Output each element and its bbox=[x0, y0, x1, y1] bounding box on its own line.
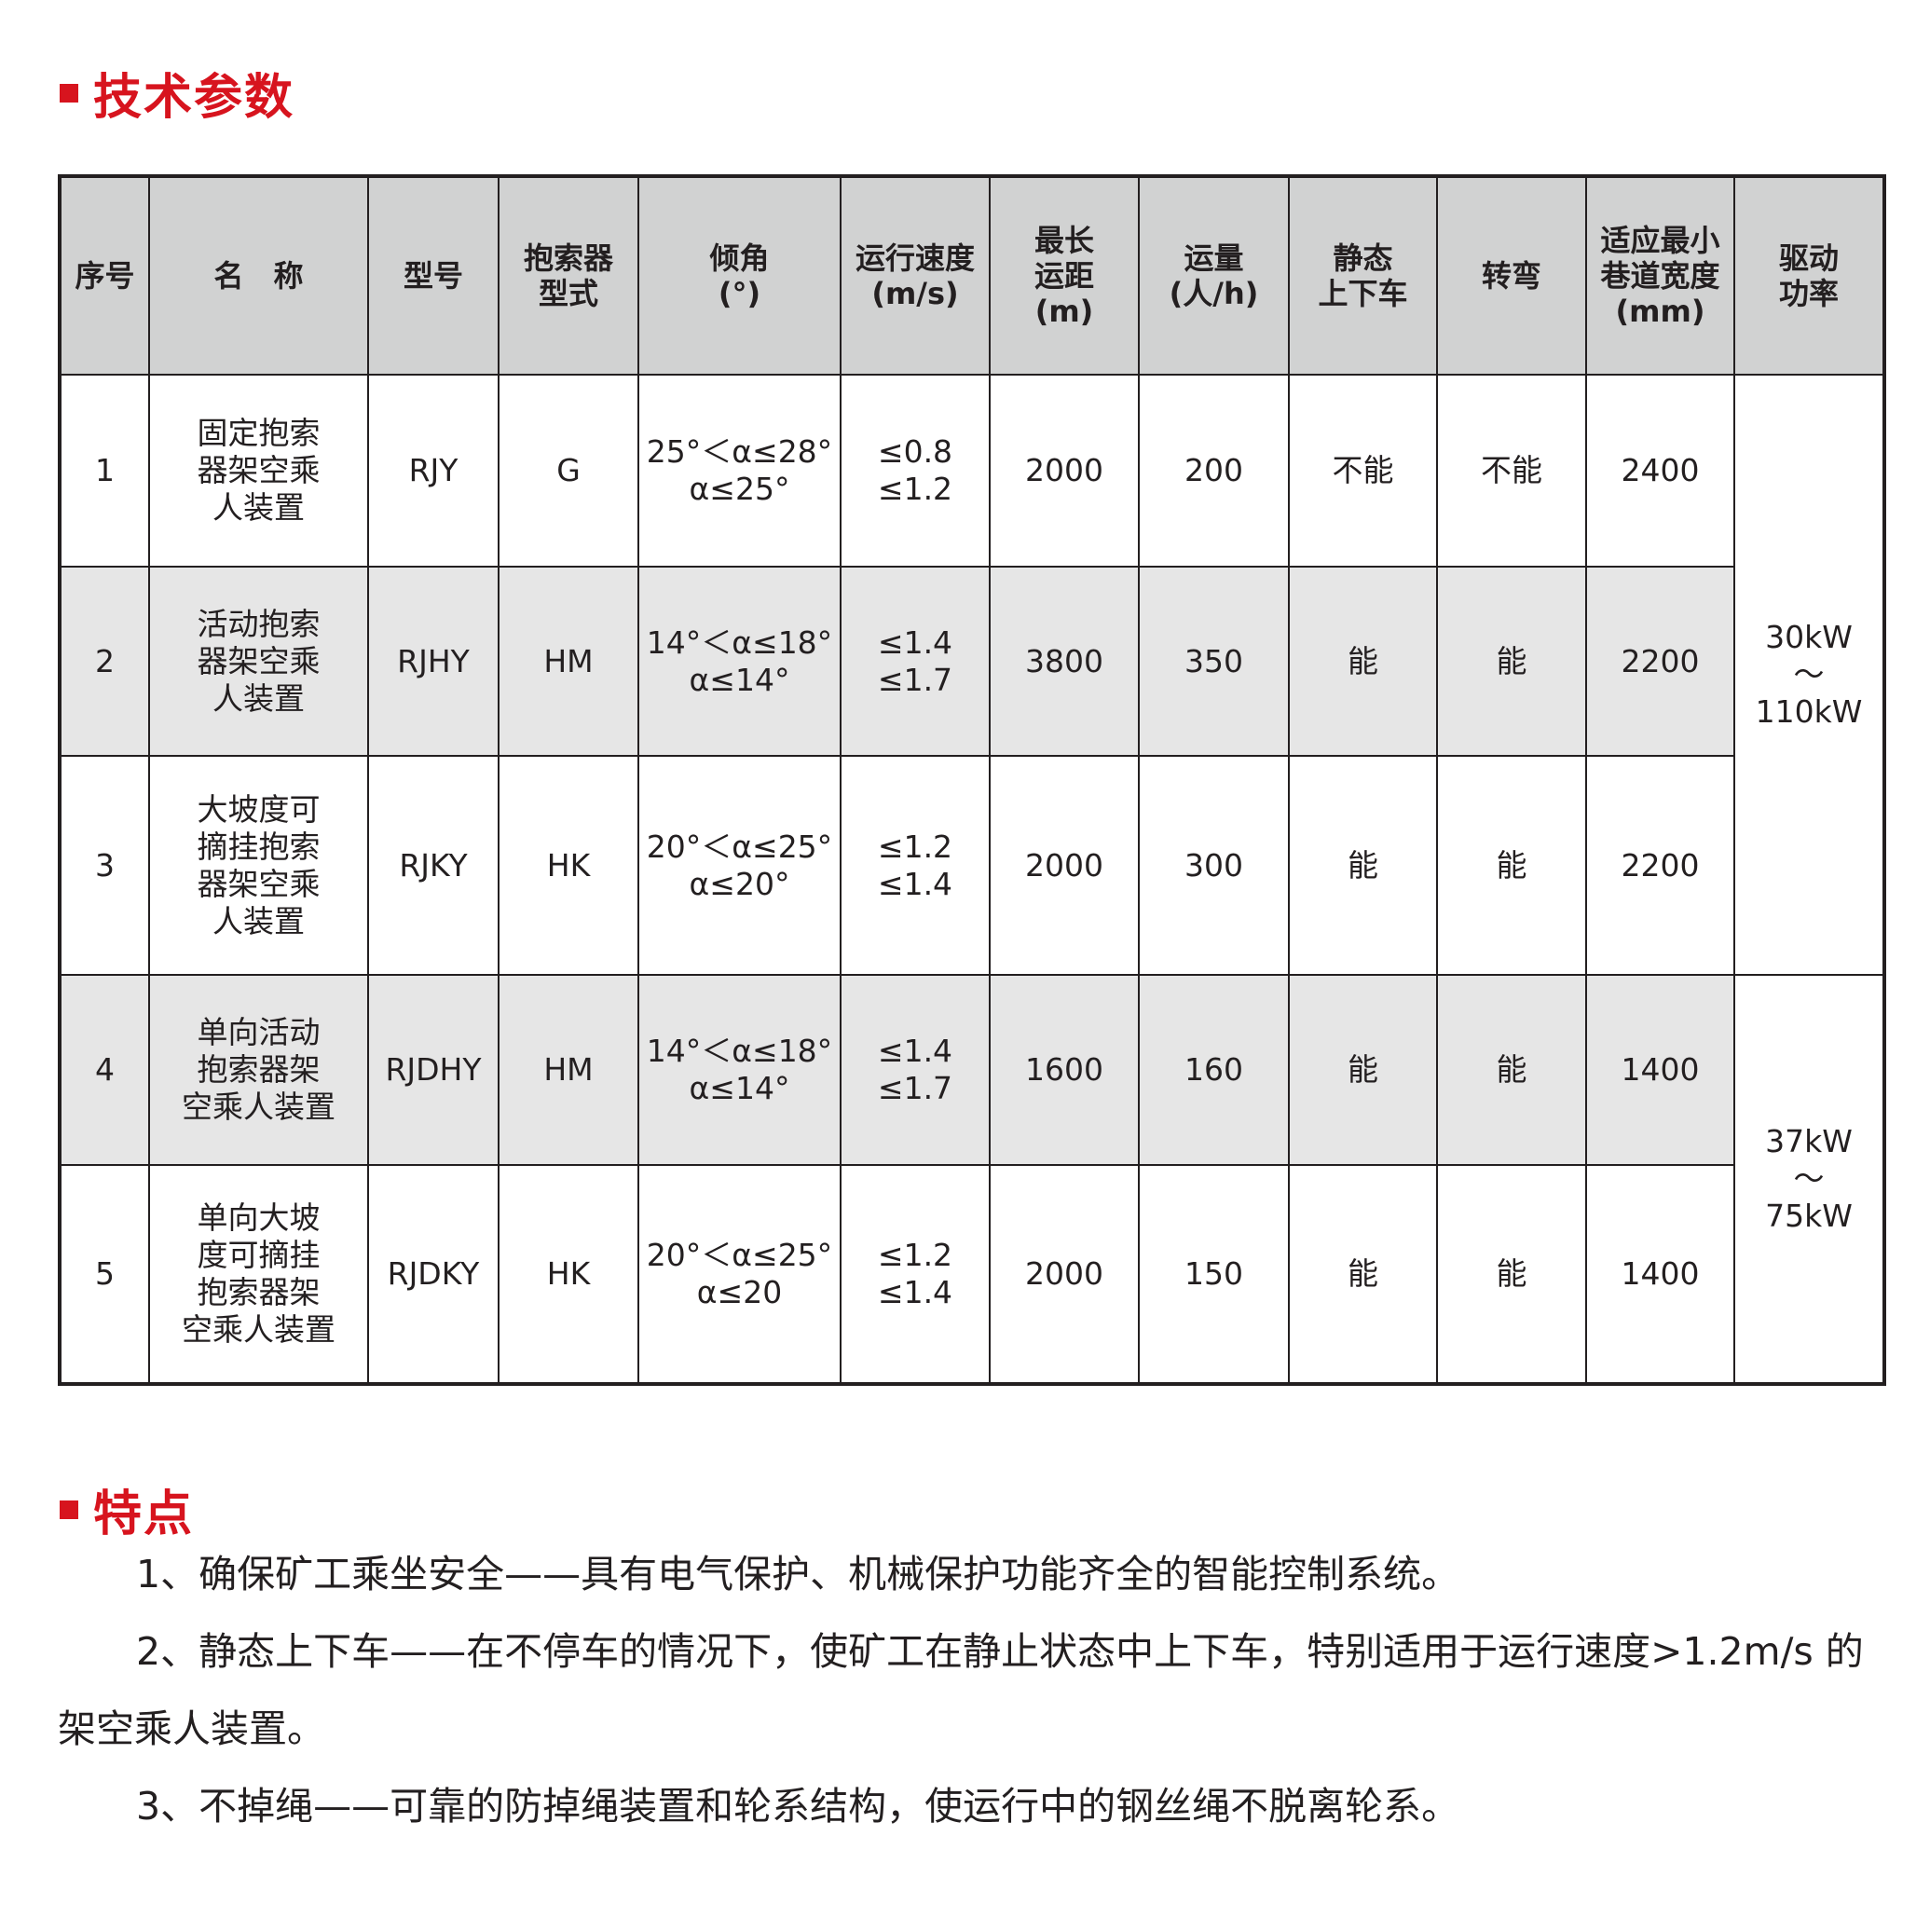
header-row: 序号 名 称 型号 抱索器 型式 倾角 (°) 运行速度 (m/s) 最长 运距… bbox=[59, 175, 1885, 376]
section-heading-tech-params: 技术参数 bbox=[60, 58, 294, 128]
cell-turn: 能 bbox=[1436, 755, 1587, 976]
cell-speed: ≤1.2 ≤1.4 bbox=[840, 755, 991, 976]
cell-distance: 2000 bbox=[989, 374, 1140, 568]
header-cell: 倾角 (°) bbox=[637, 175, 842, 376]
cell-width: 2200 bbox=[1585, 755, 1735, 976]
cell-name: 单向活动 抱索器架 空乘人装置 bbox=[148, 974, 369, 1166]
cell-name: 大坡度可 摘挂抱索 器架空乘 人装置 bbox=[148, 755, 369, 976]
cell-angle: 20°＜α≤25° α≤20° bbox=[637, 755, 842, 976]
cell-speed: ≤1.2 ≤1.4 bbox=[840, 1164, 991, 1385]
cell-name: 固定抱索 器架空乘 人装置 bbox=[148, 374, 369, 568]
cell-distance: 2000 bbox=[989, 755, 1140, 976]
cell-model: RJHY bbox=[367, 566, 500, 757]
cell-power: 37kW ～ 75kW bbox=[1733, 974, 1885, 1385]
cell-turn: 不能 bbox=[1436, 374, 1587, 568]
cell-capacity: 350 bbox=[1138, 566, 1290, 757]
header-cell: 名 称 bbox=[148, 175, 369, 376]
header-cell: 序号 bbox=[59, 175, 150, 376]
cell-static: 能 bbox=[1288, 566, 1438, 757]
cell-turn: 能 bbox=[1436, 974, 1587, 1166]
feature-item: 1、确保矿工乘坐安全——具有电气保护、机械保护功能齐全的智能控制系统。 bbox=[136, 1552, 1460, 1596]
cell-static: 能 bbox=[1288, 1164, 1438, 1385]
cell-capacity: 150 bbox=[1138, 1164, 1290, 1385]
section-title: 特点 bbox=[93, 1487, 195, 1542]
cell-speed: ≤1.4 ≤1.7 bbox=[840, 566, 991, 757]
cell-static: 能 bbox=[1288, 974, 1438, 1166]
cell-speed: ≤0.8 ≤1.2 bbox=[840, 374, 991, 568]
cell-model: RJDKY bbox=[367, 1164, 500, 1385]
cell-distance: 2000 bbox=[989, 1164, 1140, 1385]
features-list: 1、确保矿工乘坐安全——具有电气保护、机械保护功能齐全的智能控制系统。 2、静态… bbox=[58, 1536, 1884, 1845]
header-cell: 适应最小 巷道宽度 (mm) bbox=[1585, 175, 1735, 376]
header-cell: 最长 运距 (m) bbox=[989, 175, 1140, 376]
cell-capacity: 200 bbox=[1138, 374, 1290, 568]
cell-grip: HK bbox=[498, 1164, 639, 1385]
cell-static: 不能 bbox=[1288, 374, 1438, 568]
cell-no: 4 bbox=[59, 974, 150, 1166]
header-cell: 运量 (人/h) bbox=[1138, 175, 1290, 376]
cell-angle: 25°＜α≤28° α≤25° bbox=[637, 374, 842, 568]
header-cell: 静态 上下车 bbox=[1288, 175, 1438, 376]
cell-width: 2200 bbox=[1585, 566, 1735, 757]
table-row: 3 大坡度可 摘挂抱索 器架空乘 人装置 RJKY HK 20°＜α≤25° α… bbox=[59, 755, 1884, 976]
cell-static: 能 bbox=[1288, 755, 1438, 976]
red-square-bullet-icon bbox=[60, 83, 78, 103]
cell-no: 2 bbox=[59, 566, 150, 757]
cell-grip: HM bbox=[498, 974, 639, 1166]
red-square-bullet-icon bbox=[60, 1500, 78, 1519]
cell-model: RJDHY bbox=[367, 974, 500, 1166]
cell-name: 活动抱索 器架空乘 人装置 bbox=[148, 566, 369, 757]
table-row: 4 单向活动 抱索器架 空乘人装置 RJDHY HM 14°＜α≤18° α≤1… bbox=[59, 974, 1885, 1385]
cell-angle: 20°＜α≤25° α≤20 bbox=[637, 1164, 842, 1385]
cell-no: 1 bbox=[59, 374, 150, 568]
cell-distance: 3800 bbox=[989, 566, 1140, 757]
header-cell: 运行速度 (m/s) bbox=[840, 175, 991, 376]
cell-grip: HK bbox=[498, 755, 639, 976]
cell-power: 30kW ～ 110kW bbox=[1733, 374, 1885, 976]
cell-name: 单向大坡 度可摘挂 抱索器架 空乘人装置 bbox=[148, 1164, 369, 1385]
cell-distance: 1600 bbox=[989, 974, 1140, 1166]
cell-no: 5 bbox=[59, 1164, 150, 1385]
cell-model: RJKY bbox=[367, 755, 500, 976]
cell-angle: 14°＜α≤18° α≤14° bbox=[637, 974, 842, 1166]
cell-width: 1400 bbox=[1585, 1164, 1735, 1385]
section-title: 技术参数 bbox=[93, 70, 295, 126]
cell-capacity: 160 bbox=[1138, 974, 1290, 1166]
feature-item: 3、不掉绳——可靠的防掉绳装置和轮系结构，使运行中的钢丝绳不脱离轮系。 bbox=[136, 1784, 1460, 1829]
table-row: 5 单向大坡 度可摘挂 抱索器架 空乘人装置 RJDKY HK 20°＜α≤25… bbox=[59, 1164, 1884, 1385]
cell-turn: 能 bbox=[1436, 566, 1587, 757]
cell-speed: ≤1.4 ≤1.7 bbox=[840, 974, 991, 1166]
header-cell: 型号 bbox=[367, 175, 500, 376]
section-heading-features: 特点 bbox=[60, 1474, 194, 1544]
header-cell: 抱索器 型式 bbox=[498, 175, 639, 376]
tech-params-table: 序号 名 称 型号 抱索器 型式 倾角 (°) 运行速度 (m/s) 最长 运距… bbox=[58, 174, 1886, 1386]
cell-model: RJY bbox=[367, 374, 500, 568]
table-row: 1 固定抱索 器架空乘 人装置 RJY G 25°＜α≤28° α≤25° ≤0… bbox=[59, 374, 1885, 976]
cell-capacity: 300 bbox=[1138, 755, 1290, 976]
cell-angle: 14°＜α≤18° α≤14° bbox=[637, 566, 842, 757]
cell-width: 2400 bbox=[1585, 374, 1735, 568]
feature-item: 2、静态上下车——在不停车的情况下，使矿工在静止状态中上下车，特别适用于运行速度… bbox=[58, 1629, 1864, 1751]
header-cell: 转弯 bbox=[1436, 175, 1587, 376]
cell-grip: G bbox=[498, 374, 639, 568]
cell-turn: 能 bbox=[1436, 1164, 1587, 1385]
cell-width: 1400 bbox=[1585, 974, 1735, 1166]
table-row: 2 活动抱索 器架空乘 人装置 RJHY HM 14°＜α≤18° α≤14° … bbox=[59, 566, 1884, 757]
header-cell: 驱动 功率 bbox=[1733, 175, 1885, 376]
cell-no: 3 bbox=[59, 755, 150, 976]
cell-grip: HM bbox=[498, 566, 639, 757]
